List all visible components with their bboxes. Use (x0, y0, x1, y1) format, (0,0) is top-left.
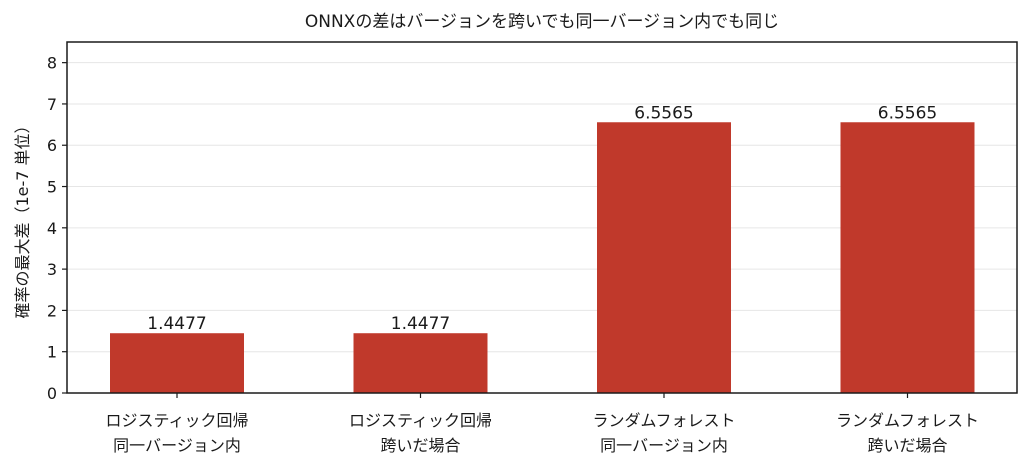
bar-value-label: 1.4477 (147, 314, 206, 334)
x-tick-label: 跨いだ場合 (867, 436, 947, 455)
y-tick-label: 0 (47, 384, 57, 403)
x-axis-ticks: ロジスティック回帰同一バージョン内ロジスティック回帰跨いだ場合ランダムフォレスト… (105, 393, 979, 455)
y-tick-label: 2 (47, 301, 57, 320)
bar-value-label: 6.5565 (634, 103, 693, 123)
bar (840, 122, 975, 393)
y-tick-label: 7 (47, 95, 57, 114)
bar (353, 333, 488, 393)
bar-value-label: 1.4477 (391, 314, 450, 334)
x-tick-label: 同一バージョン内 (600, 436, 728, 455)
x-tick-label: 同一バージョン内 (113, 436, 241, 455)
bar (110, 333, 244, 393)
y-tick-label: 6 (47, 136, 57, 155)
x-tick-label: ロジスティック回帰 (349, 411, 492, 430)
x-tick-label: ロジスティック回帰 (105, 411, 248, 430)
bar-value-label: 6.5565 (878, 103, 937, 123)
y-tick-label: 5 (47, 178, 57, 197)
plot-frame (66, 41, 1018, 394)
y-tick-label: 8 (47, 54, 57, 73)
y-axis-label: 確率の最大差（1e-7 単位） (13, 117, 32, 318)
y-axis-ticks: 0 1 2 3 4 5 6 7 8 (47, 54, 67, 403)
bar (597, 122, 731, 393)
x-tick-label: ランダムフォレスト (836, 411, 979, 430)
y-tick-label: 4 (47, 219, 57, 238)
bars: 1.4477 1.4477 6.5565 6.5565 (110, 103, 975, 393)
y-tick-label: 1 (47, 343, 57, 362)
y-tick-label: 3 (47, 260, 57, 279)
x-tick-label: 跨いだ場合 (380, 436, 460, 455)
chart-title: ONNXの差はバージョンを跨いでも同一バージョン内でも同じ (305, 12, 779, 32)
x-tick-label: ランダムフォレスト (592, 411, 735, 430)
